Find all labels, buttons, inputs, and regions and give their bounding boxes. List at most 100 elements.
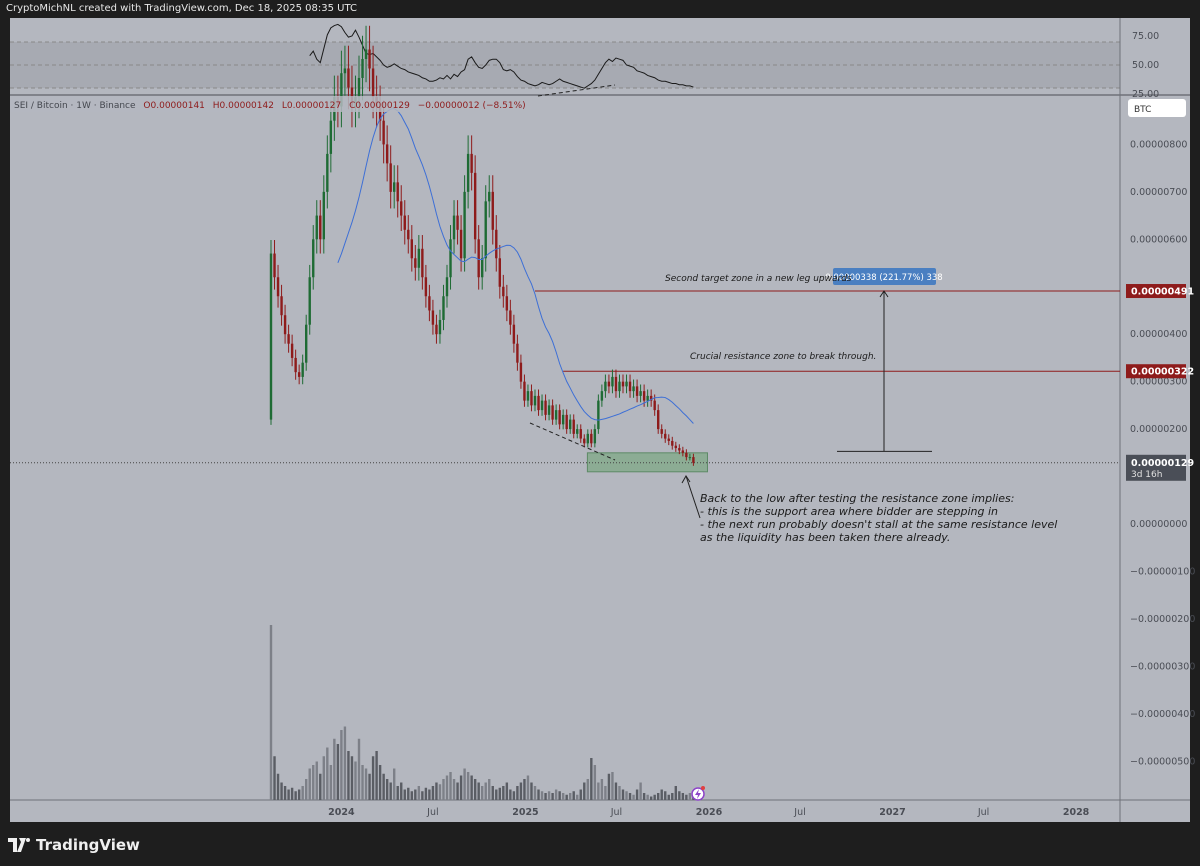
- volume-bar: [618, 786, 621, 800]
- note-line: Back to the low after testing the resist…: [700, 492, 1014, 505]
- candle-body: [431, 310, 435, 325]
- legend-change: −0.00000012 (−8.51%): [418, 101, 526, 111]
- countdown-label: 3d 16h: [1131, 470, 1162, 480]
- legend[interactable]: SEI / Bitcoin · 1W · Binance O0.00000141…: [14, 101, 526, 111]
- measure-label-box: [833, 268, 936, 285]
- volume-bar: [364, 768, 368, 800]
- candle-body: [445, 277, 449, 297]
- currency-badge[interactable]: [1128, 99, 1186, 117]
- volume-bar: [533, 786, 537, 800]
- candle-body: [452, 215, 456, 240]
- volume-bar: [660, 789, 663, 800]
- note-text[interactable]: Back to the low after testing the resist…: [700, 492, 1057, 544]
- candle-body: [459, 229, 463, 259]
- support-zone[interactable]: [586, 452, 708, 473]
- volume-bar: [347, 751, 350, 800]
- measure-tool[interactable]: 0.00000338 (221.77%) 338: [825, 268, 943, 452]
- volume-bar: [428, 789, 431, 800]
- volume-bar: [516, 786, 519, 800]
- volume-bar: [523, 779, 526, 800]
- volume-bar: [551, 793, 554, 800]
- volume-bar: [354, 761, 357, 800]
- candle-body: [297, 372, 301, 377]
- candle-body: [660, 429, 663, 434]
- volume-bar: [400, 782, 403, 800]
- volume-bar: [495, 789, 498, 800]
- legend-symbol: SEI / Bitcoin · 1W · Binance: [14, 101, 136, 111]
- candle-body: [322, 191, 325, 240]
- annotation-second-target[interactable]: Second target zone in a new leg upwards: [665, 274, 852, 284]
- candle-body: [635, 386, 639, 396]
- price-tick-label: 0.00000000: [1130, 519, 1187, 530]
- price-tick-label: −0.00000400: [1130, 709, 1195, 720]
- candle-body: [378, 106, 382, 121]
- volume-bar: [491, 786, 494, 800]
- rsi-tick-label: 25.00: [1132, 89, 1159, 100]
- volume-bar: [269, 625, 273, 800]
- tradingview-logo[interactable]: TradingView: [8, 836, 140, 854]
- volume-bar: [657, 793, 660, 800]
- volume-bar: [621, 789, 625, 800]
- volume-bar: [403, 789, 406, 800]
- volume-bar: [449, 772, 452, 800]
- candle-body: [361, 58, 364, 78]
- volume-bar: [452, 779, 456, 800]
- note-line: - this is the support area where bidder …: [700, 505, 998, 518]
- candle-body: [502, 286, 505, 297]
- candle-body: [653, 400, 656, 411]
- volume-bar: [297, 789, 301, 800]
- annotation-crucial-resistance[interactable]: Crucial resistance zone to break through…: [690, 352, 876, 362]
- volume-bar: [410, 791, 413, 800]
- volume-bar: [505, 782, 509, 800]
- candle-body: [526, 391, 530, 401]
- candle-body: [657, 410, 660, 430]
- volume-bar: [385, 779, 389, 800]
- volume-bar: [308, 768, 311, 800]
- volume-bar: [466, 772, 470, 800]
- legend-high: H0.00000142: [213, 101, 274, 111]
- volume-bar: [488, 779, 491, 800]
- candle-body: [491, 191, 494, 230]
- volume-bar: [294, 791, 297, 800]
- volume-bar: [512, 791, 516, 800]
- lightning-icon[interactable]: [691, 786, 705, 801]
- volume-bar: [393, 768, 396, 800]
- candle-body: [512, 324, 516, 344]
- time-tick-label: Jul: [793, 807, 805, 818]
- candle-body: [516, 343, 519, 363]
- candle-body: [692, 457, 695, 463]
- candle-body: [308, 277, 311, 325]
- price-tick-label: 0.00000200: [1130, 424, 1187, 435]
- volume-bar: [639, 782, 642, 800]
- level-price-badge: [1126, 364, 1186, 379]
- volume-bar: [565, 794, 568, 800]
- time-tick-label: Jul: [977, 807, 989, 818]
- volume-bar: [544, 793, 547, 800]
- candle-body: [364, 49, 368, 59]
- volume-bar: [632, 794, 635, 800]
- candle-body: [685, 452, 688, 458]
- note-arrow: [685, 475, 701, 519]
- candle-body: [456, 215, 459, 230]
- volume-bar: [290, 787, 294, 800]
- candle-body: [590, 433, 593, 444]
- candle-body: [579, 429, 582, 439]
- volume-bar: [326, 747, 329, 800]
- volume-bar: [671, 793, 674, 800]
- price-tick-label: −0.00000500: [1130, 756, 1195, 767]
- price-tick-label: −0.00000200: [1130, 614, 1195, 625]
- volume-bar: [424, 787, 428, 800]
- candle-body: [312, 239, 315, 278]
- volume-bar: [625, 791, 628, 800]
- candle-body: [625, 381, 628, 387]
- volume-bar: [305, 779, 308, 800]
- last-price-label: 0.00000129: [1131, 458, 1194, 469]
- candle-body: [572, 419, 575, 434]
- volume-bar: [283, 786, 287, 800]
- volume-bar: [315, 761, 318, 800]
- legend-close: C0.00000129: [349, 101, 410, 111]
- candle-body: [586, 433, 589, 444]
- candle-body: [329, 120, 333, 154]
- volume-bar: [336, 744, 340, 800]
